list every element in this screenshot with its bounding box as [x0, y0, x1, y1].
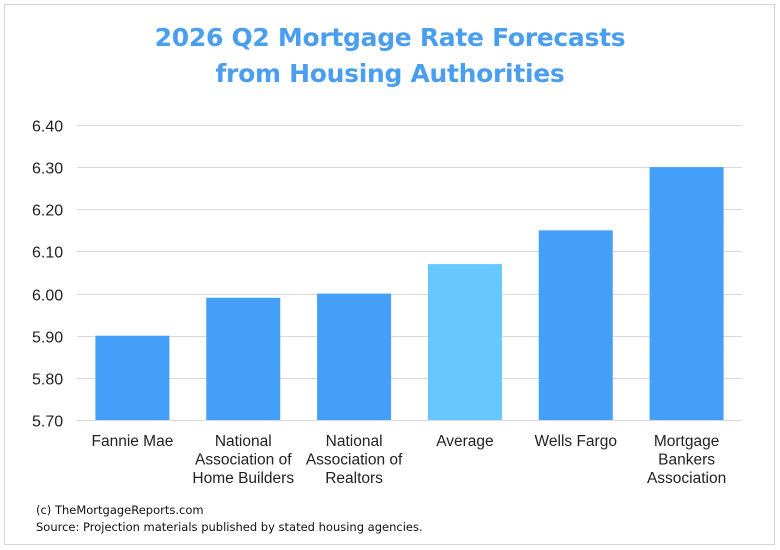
x-tick-label-line: Association of	[306, 452, 403, 469]
bar	[538, 230, 613, 420]
x-tick-label-line: National	[215, 433, 272, 450]
chart-title-line-2: from Housing Authorities	[215, 59, 565, 88]
y-tick-label: 6.10	[32, 245, 63, 262]
x-tick-label-line: Average	[436, 433, 493, 450]
x-tick-label: Fannie Mae	[91, 433, 173, 450]
x-tick-label-line: Association	[647, 470, 726, 487]
x-tick-label-line: Association of	[195, 452, 292, 469]
x-tick-label-line: Home Builders	[192, 470, 294, 487]
y-tick-label: 6.20	[32, 203, 63, 220]
copyright-text: (c) TheMortgageReports.com	[36, 503, 204, 517]
y-axis-ticks: 5.70 5.80 5.90 6.00 6.10 6.20 6.30 6.40	[32, 119, 63, 431]
bar	[95, 335, 170, 420]
x-tick-label-line: Bankers	[658, 452, 715, 469]
y-tick-label: 6.40	[32, 119, 63, 136]
y-tick-label: 5.70	[32, 414, 63, 431]
x-tick-label-line: Mortgage	[654, 433, 719, 450]
x-tick-label-line: Realtors	[325, 470, 383, 487]
y-tick-label: 6.00	[32, 288, 63, 305]
x-tick-label: Average	[436, 433, 493, 450]
chart-title-line-1: 2026 Q2 Mortgage Rate Forecasts	[154, 23, 626, 52]
bar-average	[427, 264, 502, 420]
x-tick-label-line: Fannie Mae	[91, 433, 173, 450]
x-tick-label: Wells Fargo	[535, 433, 617, 450]
x-tick-label-line: Wells Fargo	[535, 433, 617, 450]
bar	[317, 293, 392, 420]
chart-footer: (c) TheMortgageReports.com Source: Proje…	[36, 502, 423, 536]
source-text: Source: Projection materials published b…	[36, 520, 423, 534]
x-tick-label-line: National	[326, 433, 383, 450]
y-tick-label: 6.30	[32, 161, 63, 178]
bars	[95, 167, 724, 420]
bar	[649, 167, 724, 420]
chart-title: 2026 Q2 Mortgage Rate Forecasts from Hou…	[0, 20, 780, 92]
gridlines	[77, 125, 742, 421]
bar	[206, 297, 281, 420]
y-tick-label: 5.80	[32, 372, 63, 389]
chart-frame	[4, 4, 775, 545]
y-tick-label: 5.90	[32, 330, 63, 347]
